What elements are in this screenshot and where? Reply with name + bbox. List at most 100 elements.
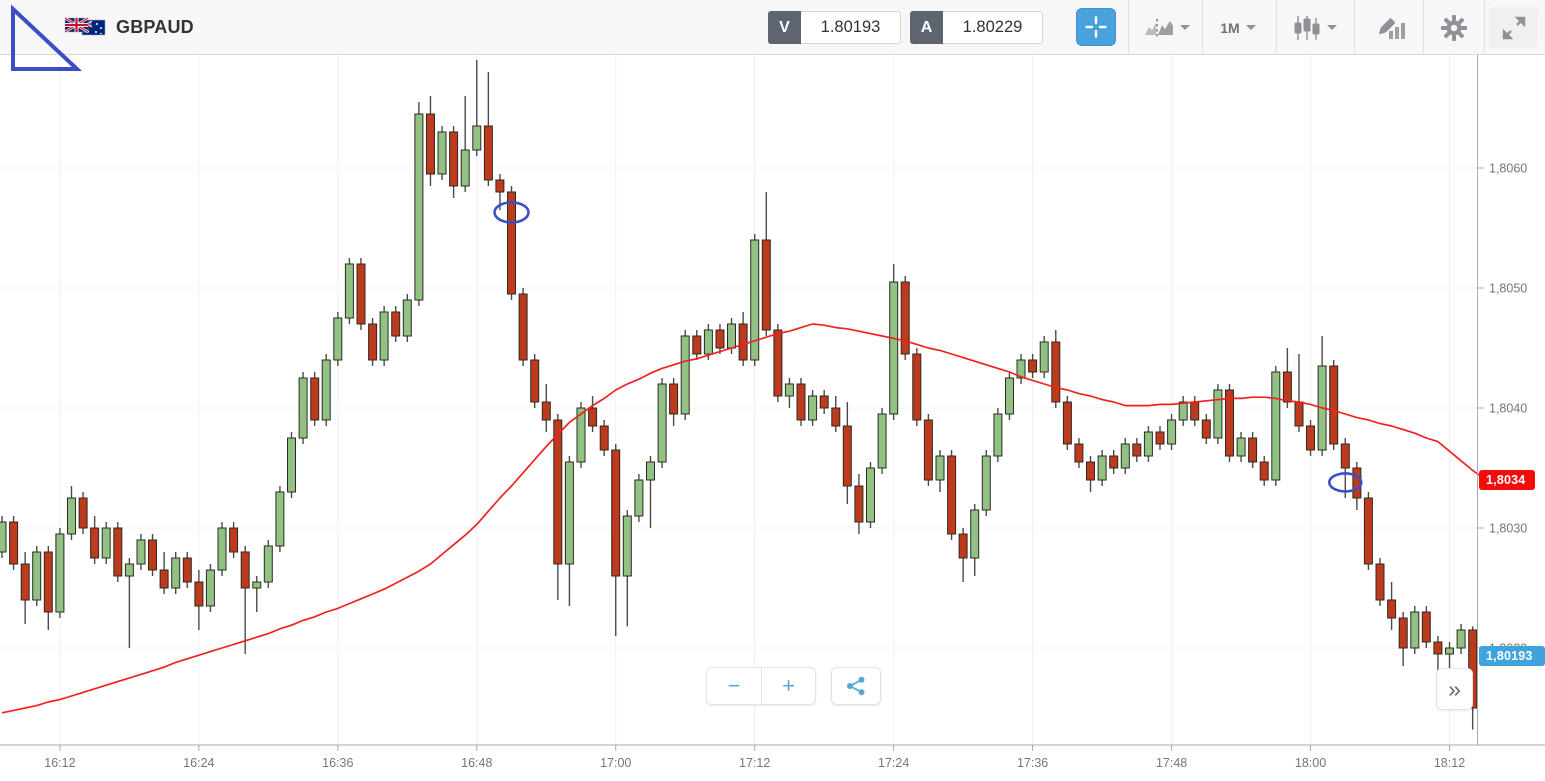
candle-body (263, 545, 273, 583)
time-axis-label: 17:24 (878, 756, 909, 770)
candle-body (287, 437, 296, 493)
candle-body (101, 527, 111, 559)
toolbar-divider (1128, 0, 1129, 55)
price-axis-label: 1,8060 (1489, 162, 1527, 176)
bid-label: V (768, 11, 801, 44)
candle-body (1375, 563, 1385, 601)
candle-body (947, 455, 957, 535)
time-axis-label: 18:12 (1434, 756, 1465, 770)
plus-icon: + (782, 673, 795, 698)
candle-body (541, 401, 551, 421)
candlestick-chart[interactable]: 1,80601,80501,80401,80301,802016:1216:24… (0, 55, 1545, 781)
time-axis-label: 16:12 (44, 756, 75, 770)
candle-body (1306, 425, 1315, 451)
candle-body (889, 281, 899, 415)
price-axis-label: 1,8030 (1489, 522, 1527, 536)
candle-body (842, 425, 852, 487)
time-axis-label: 16:24 (183, 756, 214, 770)
candle-body (553, 419, 563, 565)
toolbar-divider (1484, 0, 1485, 55)
candle-body (819, 395, 829, 409)
candle-body (9, 521, 19, 565)
candle-body (391, 311, 401, 337)
ask-label: A (910, 11, 943, 44)
candle-body (1329, 365, 1339, 445)
candle-body (1421, 611, 1431, 643)
candle-body (1294, 401, 1304, 427)
fullscreen-button[interactable] (1489, 7, 1538, 48)
candle-body (680, 335, 690, 415)
price-axis-label: 1,8040 (1489, 402, 1527, 416)
candle-body (182, 557, 192, 583)
candle-body (298, 377, 308, 439)
bid-quote[interactable]: V 1.80193 (768, 11, 901, 44)
candle-body (1433, 641, 1443, 655)
scroll-to-latest-button[interactable]: » (1436, 668, 1473, 710)
share-button[interactable] (831, 667, 881, 705)
candle-body (1167, 419, 1177, 445)
candle-body (1387, 599, 1397, 619)
candle-body (90, 527, 100, 559)
time-axis-label: 18:00 (1295, 756, 1326, 770)
candle-body (507, 191, 516, 295)
candle-body (1143, 431, 1153, 457)
candle-body (1155, 431, 1165, 445)
candle-body (402, 299, 412, 337)
candle-body (1213, 389, 1223, 439)
chevron-down-icon (1327, 25, 1337, 30)
candle-body (1028, 359, 1038, 373)
toolbar-divider (1354, 0, 1355, 55)
timeframe-value: 1M (1220, 19, 1240, 36)
settings-button[interactable] (1430, 0, 1478, 55)
candle-body (437, 131, 447, 175)
candle-body (1282, 371, 1292, 403)
gear-icon (1441, 14, 1467, 41)
bid-value: 1.80193 (801, 11, 901, 44)
candle-body (727, 323, 736, 349)
double-chevron-right-icon: » (1448, 675, 1461, 702)
ellipse-annotation (493, 201, 530, 224)
time-axis-label: 17:36 (1017, 756, 1048, 770)
candle-body (923, 419, 933, 481)
minus-icon: − (727, 673, 741, 698)
expand-arrows-icon (1502, 16, 1525, 39)
candle-body (1352, 467, 1362, 499)
candle-body (1074, 443, 1084, 463)
candle-body (761, 239, 771, 331)
ma-price-badge: 1,8034 (1479, 470, 1535, 490)
candle-body (483, 125, 493, 181)
candle-body (217, 527, 227, 571)
candle-body (750, 239, 760, 361)
candle-body (414, 113, 424, 301)
candle-body (796, 383, 806, 421)
candle-body (530, 359, 540, 403)
candle-body (1340, 443, 1350, 469)
candle-body (32, 551, 42, 601)
ask-quote[interactable]: A 1.80229 (910, 11, 1043, 44)
candle-body (1363, 497, 1373, 565)
price-axis-label: 1,8050 (1489, 282, 1527, 296)
candle-body (356, 263, 366, 325)
candle-body (1259, 461, 1269, 481)
timeframe-dropdown[interactable]: 1M (1208, 0, 1268, 55)
candle-body (1086, 461, 1095, 481)
crosshair-button[interactable] (1076, 8, 1116, 46)
candle-body (1201, 419, 1211, 439)
candle-body (1190, 401, 1200, 421)
candle-body (321, 359, 331, 421)
indicators-button[interactable] (1362, 0, 1418, 55)
candle-body (634, 479, 644, 517)
candle-body (333, 317, 343, 361)
candle-body (1178, 401, 1188, 421)
candlestick-icon (1294, 15, 1320, 40)
zoom-in-button[interactable]: + (760, 667, 815, 705)
candle-body (866, 467, 875, 523)
toolbar-divider (1423, 0, 1424, 55)
series-type-dropdown[interactable] (1284, 0, 1346, 55)
zoom-out-button[interactable]: − (707, 667, 761, 705)
indicators-draw-icon (1378, 17, 1405, 39)
candle-body (368, 323, 378, 361)
chart-style-dropdown[interactable] (1136, 0, 1198, 55)
candle-body (1398, 617, 1408, 649)
crosshair-icon (1085, 16, 1107, 38)
